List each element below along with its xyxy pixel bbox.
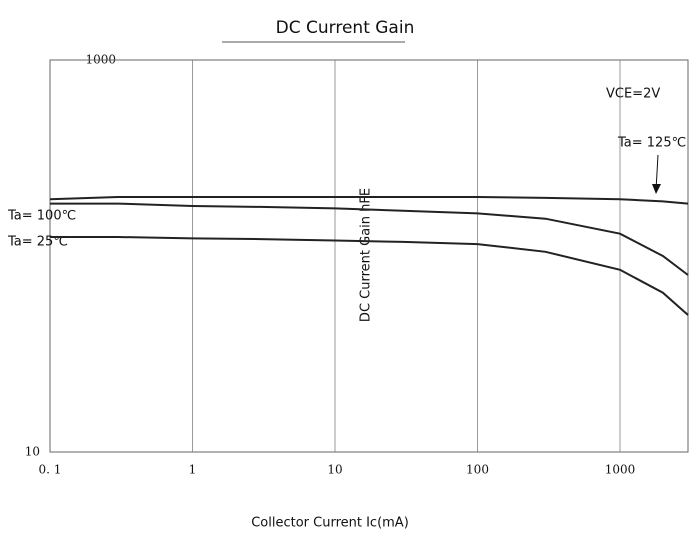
series-line	[49, 196, 689, 205]
annotation: Ta= 25℃	[7, 235, 68, 250]
annotation: Ta= 125℃	[617, 136, 686, 151]
x-tick-label: 100	[466, 463, 489, 477]
annotation: Ta= 100℃	[7, 209, 76, 224]
annotation-arrowhead	[652, 184, 661, 194]
x-tick-label: 1	[189, 463, 197, 477]
y-axis-label: DC Current Gain hFE	[359, 188, 374, 322]
chart-title: DC Current Gain	[276, 18, 415, 38]
y-tick-label: 10	[25, 445, 40, 459]
annotation: VCE=2V	[606, 87, 660, 102]
series-line	[50, 236, 689, 316]
x-tick-label: 10	[327, 463, 342, 477]
x-tick-label: 0. 1	[39, 463, 62, 477]
plot-area	[49, 59, 689, 453]
series-line	[50, 202, 689, 276]
x-tick-label: 1000	[605, 463, 636, 477]
x-axis-label: Collector Current Ic(mA)	[251, 516, 409, 531]
